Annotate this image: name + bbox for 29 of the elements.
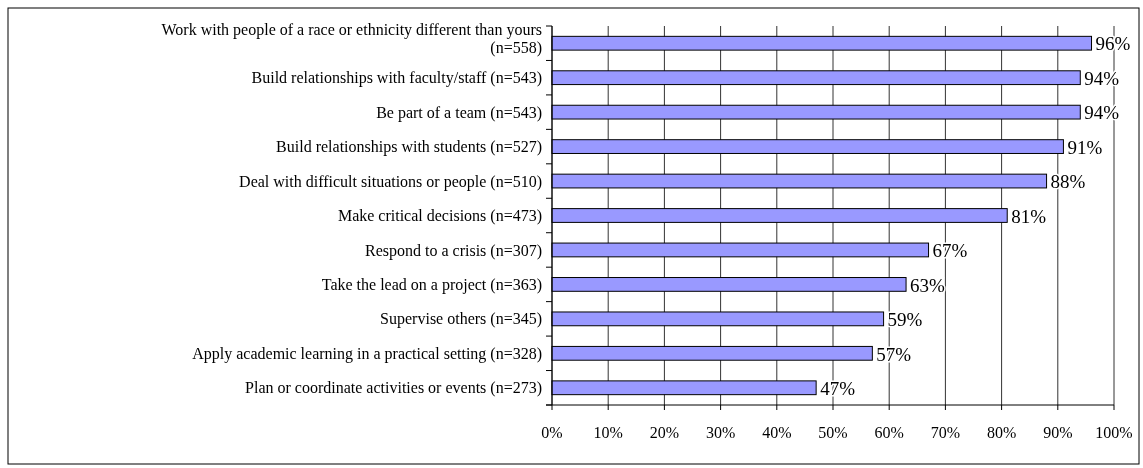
data-label: 94%: [1084, 67, 1120, 89]
y-tick-label: Apply academic learning in a practical setting (n=328): [192, 344, 542, 363]
data-label: 63%: [910, 274, 946, 296]
y-tick-label: Work with people of a race or ethnicity different than yours (n=558): [161, 20, 542, 57]
y-tick-label: Respond to a crisis (n=307): [365, 241, 542, 260]
y-tick-label: Build relationships with faculty/staff (n=543): [251, 69, 542, 88]
data-label: 96%: [1095, 33, 1131, 55]
y-tick-label: Deal with difficult situations or people (n=510): [239, 172, 542, 191]
x-tick-label: 100%: [1095, 424, 1133, 441]
x-tick-label: 0%: [541, 424, 563, 441]
x-tick-label: 20%: [649, 424, 680, 441]
x-tick-label: 70%: [930, 424, 961, 441]
x-tick-label: 80%: [986, 424, 1017, 441]
x-tick-label: 50%: [818, 424, 848, 441]
y-tick-label: Plan or coordinate activities or events (n=273): [245, 379, 542, 398]
data-label: 94%: [1084, 102, 1120, 124]
x-tick-label: 30%: [705, 424, 736, 441]
data-label: 81%: [1011, 205, 1047, 227]
y-tick-label: Make critical decisions (n=473): [337, 207, 542, 226]
x-tick-label: 60%: [874, 424, 904, 441]
data-label: 47%: [820, 377, 856, 399]
x-tick-label: 90%: [1043, 424, 1073, 441]
y-tick-label: Supervise others (n=345): [380, 310, 542, 329]
y-tick-label: Take the lead on a project (n=363): [321, 276, 542, 295]
x-tick-label: 40%: [762, 424, 792, 441]
y-tick-label: Build relationships with students (n=527): [276, 138, 542, 157]
x-tick-label: 10%: [593, 424, 623, 441]
y-tick-label: Be part of a team (n=543): [376, 103, 542, 122]
data-label: 91%: [1067, 136, 1103, 158]
